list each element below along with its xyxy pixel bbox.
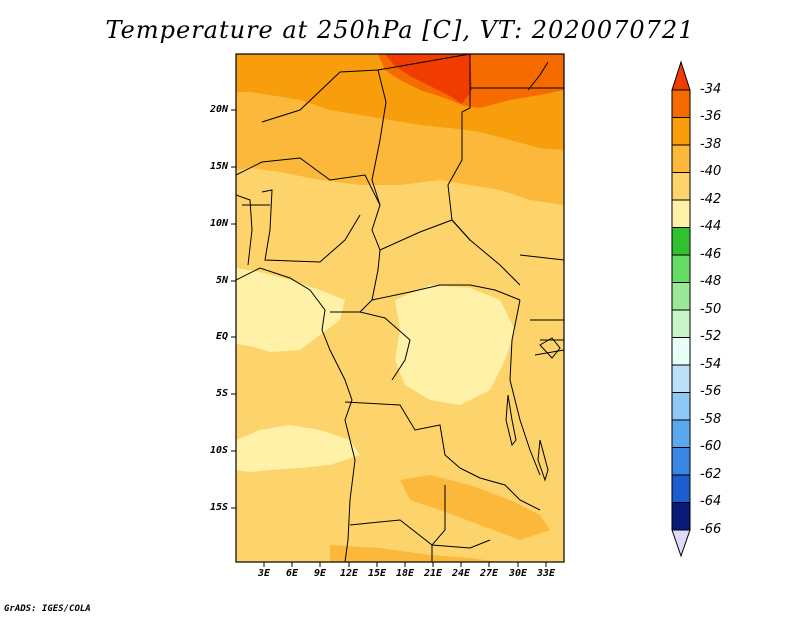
field-band-42-south bbox=[236, 425, 360, 472]
field-band-38-south bbox=[400, 475, 550, 540]
lat-label-15s: 15S bbox=[209, 502, 228, 513]
border-drc-north bbox=[371, 284, 521, 301]
coastline-west bbox=[236, 267, 356, 562]
lon-label-30e: 30E bbox=[508, 568, 528, 579]
colorbar-bin bbox=[671, 89, 691, 118]
colorbar-bin bbox=[671, 419, 691, 448]
map-frame bbox=[235, 53, 565, 563]
lon-label-18e: 18E bbox=[395, 568, 415, 579]
colorbar-label: -40 bbox=[700, 164, 722, 179]
lon-label-3e: 3E bbox=[257, 568, 271, 579]
lat-label-5s: 5S bbox=[215, 388, 228, 399]
colorbar-label: -42 bbox=[700, 192, 722, 207]
border-libya-chad bbox=[377, 54, 471, 71]
lake-tanganyika bbox=[505, 394, 517, 447]
colorbar-bin bbox=[671, 199, 691, 228]
field-band-42-west bbox=[236, 268, 345, 352]
lon-label-33e: 33E bbox=[536, 568, 556, 579]
colorbar-label: -66 bbox=[700, 522, 722, 537]
colorbar-top-arrow bbox=[671, 60, 691, 91]
border-gabon-congo bbox=[330, 311, 411, 381]
lon-label-21e: 21E bbox=[423, 568, 443, 579]
border-car bbox=[379, 219, 521, 286]
border-drc-east bbox=[509, 299, 541, 476]
colorbar-bin bbox=[671, 337, 691, 366]
lake-victoria bbox=[539, 337, 561, 359]
lon-label-9e: 9E bbox=[313, 568, 327, 579]
border-west-coast bbox=[236, 194, 270, 266]
colorbar-label: -48 bbox=[700, 274, 722, 289]
colorbar-label: -58 bbox=[700, 412, 722, 427]
colorbar bbox=[671, 60, 691, 558]
colorbar-label: -54 bbox=[700, 357, 722, 372]
lat-tick-marks bbox=[231, 109, 236, 509]
temperature-field bbox=[236, 54, 564, 562]
colorbar-label: -36 bbox=[700, 109, 722, 124]
border-sahel bbox=[236, 157, 381, 313]
colorbar-label: -64 bbox=[700, 494, 722, 509]
border-east-africa bbox=[519, 254, 564, 356]
chart-title: Temperature at 250hPa [C], VT: 202007072… bbox=[105, 16, 695, 44]
colorbar-bin bbox=[671, 117, 691, 146]
lat-label-10s: 10S bbox=[209, 445, 228, 456]
colorbar-label: -34 bbox=[700, 82, 722, 97]
field-band-38-bottom bbox=[330, 545, 500, 562]
border-angola-north bbox=[344, 401, 461, 469]
colorbar-bin bbox=[671, 392, 691, 421]
colorbar-bin bbox=[671, 309, 691, 338]
colorbar-bin bbox=[671, 172, 691, 201]
colorbar-label: -44 bbox=[700, 219, 722, 234]
field-band-32 bbox=[385, 54, 472, 104]
colorbar-label: -56 bbox=[700, 384, 722, 399]
lon-label-24e: 24E bbox=[451, 568, 471, 579]
lon-label-27e: 27E bbox=[479, 568, 499, 579]
border-nigeria bbox=[261, 189, 361, 263]
colorbar-bin bbox=[671, 474, 691, 503]
lon-label-12e: 12E bbox=[339, 568, 359, 579]
lat-label-10n: 10N bbox=[209, 218, 228, 229]
colorbar-label: -38 bbox=[700, 137, 722, 152]
lat-label-5n: 5N bbox=[215, 275, 228, 286]
red-sea-coast bbox=[527, 61, 549, 91]
colorbar-label: -62 bbox=[700, 467, 722, 482]
colorbar-label: -60 bbox=[700, 439, 722, 454]
colorbar-bin bbox=[671, 227, 691, 256]
border-zambia bbox=[459, 467, 541, 511]
lon-tick-marks bbox=[263, 562, 547, 567]
grads-credit: GrADS: IGES/COLA bbox=[4, 604, 91, 614]
colorbar-bin bbox=[671, 254, 691, 283]
colorbar-bin bbox=[671, 282, 691, 311]
colorbar-bin bbox=[671, 144, 691, 173]
lat-label-15n: 15N bbox=[209, 161, 228, 172]
border-south bbox=[431, 485, 446, 562]
lat-label-20n: 20N bbox=[209, 104, 228, 115]
colorbar-bottom-arrow bbox=[671, 529, 691, 558]
lon-label-15e: 15E bbox=[367, 568, 387, 579]
lon-label-6e: 6E bbox=[285, 568, 299, 579]
colorbar-label: -46 bbox=[700, 247, 722, 262]
colorbar-bin bbox=[671, 502, 691, 531]
lat-label-eq: EQ bbox=[215, 331, 228, 342]
lake-malawi bbox=[537, 439, 549, 482]
colorbar-bin bbox=[671, 447, 691, 476]
field-band-42-center bbox=[395, 285, 515, 405]
colorbar-label: -52 bbox=[700, 329, 722, 344]
border-sahara-north bbox=[261, 69, 387, 206]
colorbar-bin bbox=[671, 364, 691, 393]
colorbar-label: -50 bbox=[700, 302, 722, 317]
country-borders bbox=[236, 54, 564, 562]
